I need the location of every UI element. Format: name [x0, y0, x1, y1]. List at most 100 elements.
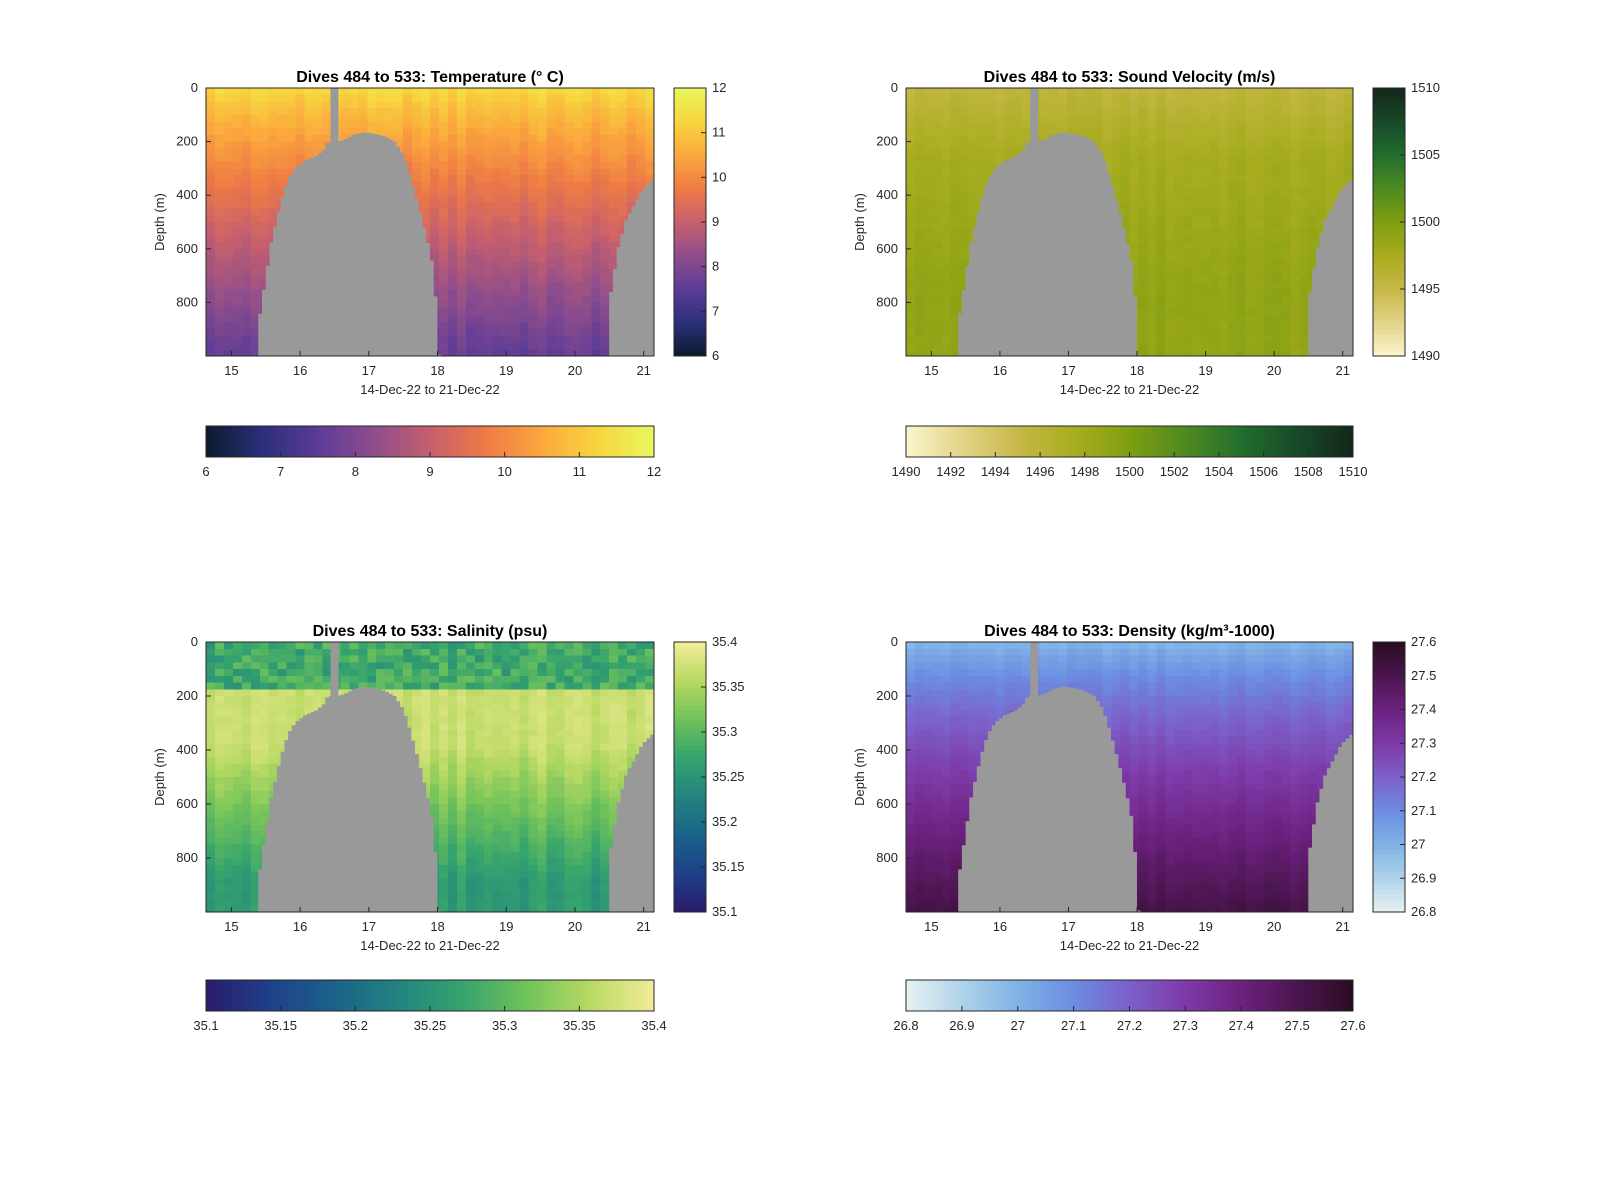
- heatmap-cell: [483, 168, 494, 176]
- heatmap-cell: [950, 255, 961, 263]
- heatmap-cell: [932, 289, 943, 297]
- heatmap-cell: [438, 242, 449, 250]
- heatmap-cell: [268, 655, 279, 663]
- heatmap-cell: [259, 134, 270, 143]
- heatmap-cell: [1299, 329, 1309, 337]
- heatmap-cell: [510, 175, 521, 183]
- heatmap-cell: [528, 208, 539, 216]
- colorbar-swatch: [437, 426, 442, 457]
- colorbar-tick-label: 10: [497, 464, 511, 479]
- heatmap-cell: [1227, 155, 1238, 163]
- heatmap-cell: [986, 134, 996, 143]
- heatmap-cell: [376, 108, 386, 116]
- heatmap-cell: [1272, 121, 1283, 129]
- heatmap-cell: [465, 268, 476, 277]
- heatmap-cell: [214, 790, 225, 798]
- heatmap-cell: [438, 349, 449, 357]
- heatmap-cell: [1236, 309, 1247, 317]
- heatmap-cell: [403, 88, 413, 96]
- heatmap-cell: [295, 648, 306, 657]
- heatmap-cell: [223, 242, 234, 250]
- heatmap-cell: [1129, 282, 1140, 290]
- heatmap-cell: [609, 114, 619, 123]
- heatmap-cell: [914, 134, 925, 143]
- heatmap-cell: [367, 121, 377, 129]
- heatmap-cell: [241, 289, 252, 297]
- heatmap-cell: [465, 141, 476, 149]
- heatmap-cell: [474, 228, 485, 236]
- heatmap-cell: [1138, 275, 1148, 283]
- colorbar-swatch: [1259, 426, 1265, 457]
- heatmap-cell: [1281, 201, 1292, 210]
- heatmap-cell: [1236, 141, 1247, 149]
- heatmap-cell: [1263, 141, 1274, 149]
- heatmap-cell: [1209, 329, 1220, 337]
- heatmap-cell: [259, 756, 270, 765]
- heatmap-cell: [1263, 161, 1274, 169]
- heatmap-cell: [250, 309, 261, 317]
- heatmap-cell: [555, 295, 565, 303]
- colorbar-swatch: [906, 426, 911, 457]
- heatmap-cell: [995, 155, 1005, 163]
- heatmap-cell: [573, 181, 583, 190]
- heatmap-cell: [1174, 262, 1184, 270]
- heatmap-cell: [483, 342, 494, 350]
- colorbar-swatch: [508, 426, 513, 457]
- heatmap-cell: [1290, 349, 1300, 357]
- heatmap-cell: [1209, 248, 1220, 257]
- heatmap-cell: [286, 161, 297, 169]
- heatmap-cell: [1165, 329, 1175, 337]
- heatmap-cell: [1138, 222, 1148, 230]
- heatmap-cell: [232, 195, 243, 203]
- heatmap-cell: [313, 648, 324, 657]
- heatmap-cell: [1165, 309, 1175, 317]
- heatmap-cell: [206, 121, 216, 129]
- heatmap-cell: [591, 268, 601, 277]
- heatmap-cell: [1254, 88, 1265, 96]
- heatmap-cell: [1084, 101, 1095, 109]
- heatmap-cell: [1344, 161, 1354, 169]
- heatmap-cell: [1129, 262, 1140, 270]
- heatmap-cell: [277, 175, 288, 183]
- colorbar-swatch: [456, 426, 461, 457]
- heatmap-cell: [322, 88, 333, 96]
- heatmap-cell: [1147, 141, 1157, 149]
- heatmap-cell: [923, 262, 934, 270]
- heatmap-cell: [546, 108, 557, 116]
- heatmap-cell: [223, 329, 234, 337]
- heatmap-cell: [1218, 121, 1229, 129]
- heatmap-cell: [1236, 295, 1247, 303]
- colorbar-swatch: [674, 248, 706, 254]
- heatmap-cell: [268, 689, 279, 697]
- heatmap-cell: [555, 228, 565, 236]
- heatmap-cell: [232, 655, 243, 663]
- heatmap-cell: [250, 729, 261, 738]
- heatmap-cell: [914, 181, 925, 190]
- heatmap-cell: [1147, 114, 1157, 123]
- heatmap-cell: [259, 655, 270, 663]
- heatmap-cell: [1308, 148, 1318, 156]
- heatmap-cell: [241, 322, 252, 330]
- heatmap-cell: [1218, 175, 1229, 183]
- colorbar-swatch: [1373, 195, 1405, 201]
- heatmap-cell: [1174, 349, 1184, 357]
- heatmap-cell: [636, 141, 646, 149]
- heatmap-cell: [1183, 302, 1193, 310]
- heatmap-cell: [1022, 108, 1032, 116]
- heatmap-cell: [1308, 88, 1318, 96]
- heatmap-cell: [241, 743, 252, 751]
- colorbar-swatch: [928, 426, 933, 457]
- heatmap-cell: [618, 101, 628, 109]
- heatmap-cell: [591, 175, 601, 183]
- heatmap-cell: [1192, 329, 1202, 337]
- heatmap-cell: [995, 121, 1005, 129]
- heatmap-cell: [1290, 309, 1300, 317]
- heatmap-cell: [1209, 335, 1220, 344]
- heatmap-cell: [206, 824, 216, 832]
- heatmap-cell: [1120, 215, 1131, 223]
- heatmap-cell: [465, 262, 476, 270]
- heatmap-cell: [546, 268, 557, 277]
- heatmap-cell: [430, 155, 440, 163]
- heatmap-cell: [1129, 121, 1140, 129]
- heatmap-cell: [591, 342, 601, 350]
